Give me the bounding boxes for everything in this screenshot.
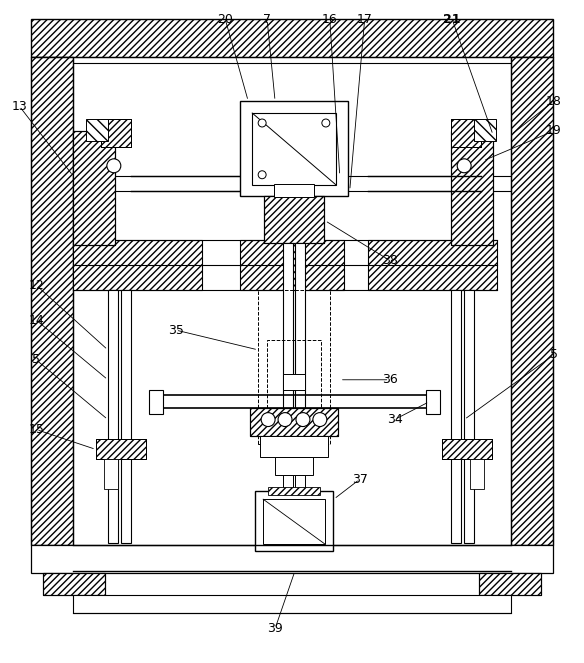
- Bar: [451, 290, 461, 543]
- Bar: [73, 131, 115, 245]
- Bar: [101, 119, 131, 147]
- Text: 15: 15: [28, 423, 44, 436]
- Bar: [511, 57, 552, 545]
- Text: 7: 7: [263, 13, 271, 26]
- Bar: [283, 243, 293, 452]
- Bar: [96, 440, 145, 459]
- Bar: [32, 19, 552, 57]
- Bar: [451, 119, 481, 147]
- Bar: [149, 390, 162, 414]
- Bar: [511, 57, 552, 545]
- Bar: [451, 131, 493, 245]
- Bar: [267, 340, 321, 420]
- Bar: [32, 57, 73, 545]
- Circle shape: [278, 412, 292, 426]
- Bar: [283, 374, 305, 390]
- Circle shape: [258, 119, 266, 127]
- Bar: [32, 545, 552, 573]
- Bar: [275, 457, 313, 475]
- Text: 37: 37: [352, 473, 367, 486]
- Circle shape: [107, 159, 121, 173]
- Bar: [73, 131, 115, 245]
- Bar: [479, 573, 541, 595]
- Circle shape: [258, 171, 266, 179]
- Bar: [252, 113, 336, 185]
- Text: 16: 16: [322, 13, 338, 26]
- Bar: [464, 290, 474, 543]
- Bar: [474, 119, 496, 141]
- Text: 5: 5: [550, 348, 558, 361]
- Bar: [451, 119, 481, 147]
- Bar: [101, 119, 131, 147]
- Bar: [73, 241, 203, 290]
- Text: 12: 12: [29, 278, 44, 292]
- Circle shape: [457, 159, 471, 173]
- Bar: [295, 243, 305, 452]
- Text: 13: 13: [12, 99, 27, 113]
- Text: 5: 5: [32, 353, 40, 367]
- Bar: [86, 119, 108, 141]
- Text: 17: 17: [357, 13, 373, 26]
- Bar: [240, 241, 344, 290]
- Bar: [250, 408, 338, 436]
- Circle shape: [261, 412, 275, 426]
- Bar: [121, 290, 131, 543]
- Text: 34: 34: [387, 413, 402, 426]
- Text: 21: 21: [443, 13, 461, 26]
- Bar: [470, 459, 484, 489]
- Bar: [96, 440, 145, 459]
- Bar: [43, 573, 105, 595]
- Text: 14: 14: [29, 314, 44, 327]
- Bar: [255, 491, 333, 551]
- Text: 20: 20: [217, 13, 233, 26]
- Bar: [258, 290, 330, 444]
- Bar: [368, 241, 497, 290]
- Text: 19: 19: [546, 125, 562, 137]
- Bar: [108, 290, 118, 543]
- Text: 36: 36: [382, 373, 397, 387]
- Bar: [274, 184, 314, 197]
- Bar: [264, 196, 324, 243]
- Bar: [250, 408, 338, 436]
- Text: 18: 18: [546, 95, 562, 107]
- Text: 38: 38: [381, 254, 398, 267]
- Bar: [263, 499, 325, 544]
- Bar: [32, 57, 73, 545]
- Bar: [479, 573, 541, 595]
- Bar: [43, 573, 105, 595]
- Circle shape: [322, 119, 330, 127]
- Circle shape: [313, 412, 327, 426]
- Bar: [442, 440, 492, 459]
- Bar: [264, 196, 324, 243]
- Text: 39: 39: [267, 622, 283, 635]
- Bar: [268, 487, 320, 495]
- Text: 35: 35: [168, 324, 183, 337]
- Bar: [283, 475, 293, 489]
- Bar: [240, 101, 347, 196]
- Bar: [451, 131, 493, 245]
- Bar: [104, 459, 118, 489]
- Circle shape: [296, 412, 310, 426]
- Bar: [426, 390, 440, 414]
- Bar: [295, 475, 305, 489]
- Bar: [442, 440, 492, 459]
- Bar: [260, 436, 328, 457]
- Bar: [73, 595, 511, 613]
